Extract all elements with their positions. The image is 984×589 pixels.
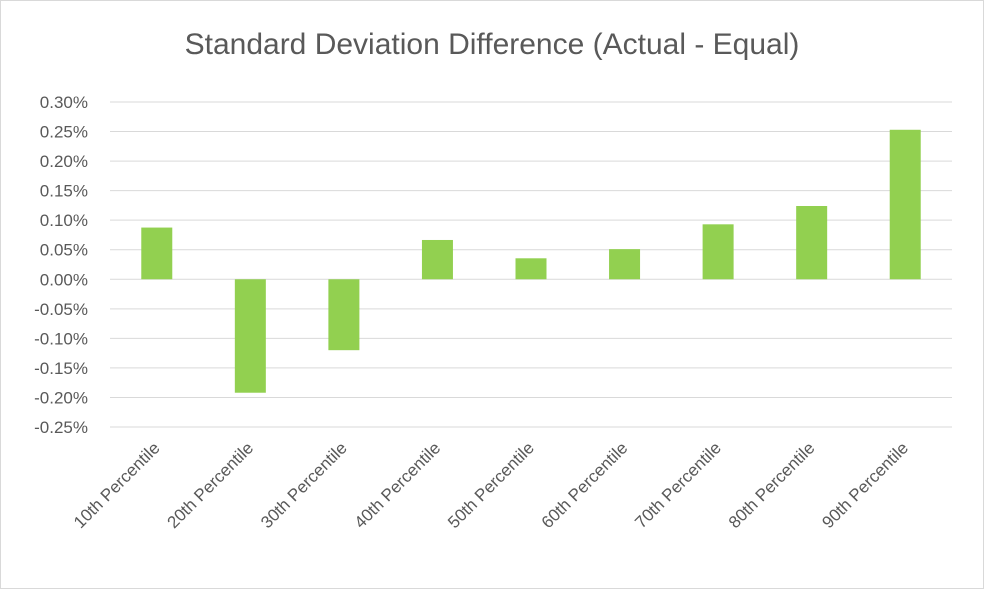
- bars: [141, 129, 921, 393]
- y-tick-label: 0.25%: [40, 123, 88, 142]
- y-tick-label: 0.20%: [40, 152, 88, 171]
- x-category-label: 50th Percentile: [444, 438, 538, 532]
- bar: [421, 239, 453, 280]
- bar: [141, 227, 173, 280]
- bar: [234, 279, 266, 393]
- x-category-label: 90th Percentile: [818, 438, 912, 532]
- y-axis-tick-labels: 0.30% 0.25% 0.20% 0.15% 0.10% 0.05% 0.00% -0.05…: [34, 93, 88, 437]
- x-category-label: 20th Percentile: [164, 438, 258, 532]
- y-tick-label: 0.30%: [40, 93, 88, 112]
- x-category-label: 30th Percentile: [257, 438, 351, 532]
- bar: [796, 206, 828, 280]
- bar: [328, 279, 360, 351]
- bar: [515, 258, 547, 280]
- x-category-label: 40th Percentile: [351, 438, 445, 532]
- y-tick-label: 0.00%: [40, 270, 88, 289]
- x-category-label: 60th Percentile: [538, 438, 632, 532]
- bar: [702, 224, 734, 280]
- y-tick-label: 0.10%: [40, 211, 88, 230]
- y-tick-label: -0.20%: [34, 388, 88, 407]
- x-category-label: 80th Percentile: [725, 438, 819, 532]
- y-tick-label: -0.15%: [34, 359, 88, 378]
- x-category-label: 70th Percentile: [631, 438, 725, 532]
- chart-title: Standard Deviation Difference (Actual - …: [184, 28, 800, 61]
- bar: [609, 249, 641, 280]
- y-tick-label: -0.25%: [34, 418, 88, 437]
- bar: [889, 129, 921, 280]
- x-axis-category-labels: 10th Percentile 20th Percentile 30th Perce…: [70, 438, 912, 532]
- x-category-label: 10th Percentile: [70, 438, 164, 532]
- y-tick-label: -0.10%: [34, 329, 88, 348]
- y-tick-label: 0.15%: [40, 182, 88, 201]
- y-tick-label: 0.05%: [40, 241, 88, 260]
- y-tick-label: -0.05%: [34, 300, 88, 319]
